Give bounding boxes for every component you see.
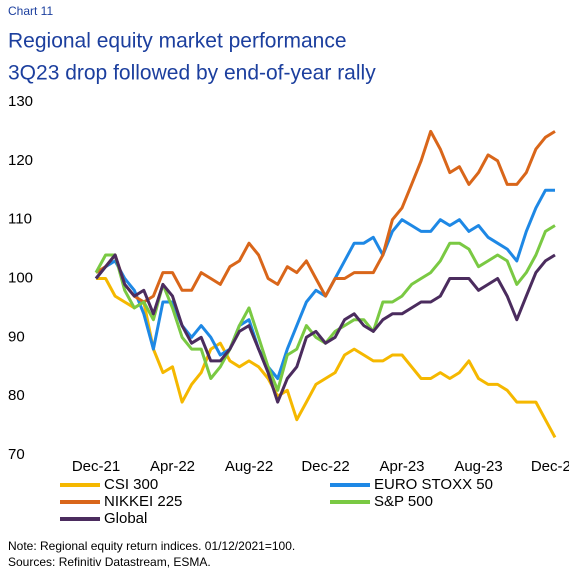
legend-label: Global [104, 510, 147, 527]
x-tick-label: Aug-22 [225, 458, 273, 475]
series-line [94, 253, 556, 404]
note: Note: Regional equity return indices. 01… [8, 539, 295, 553]
x-tick-label: Apr-23 [379, 458, 424, 475]
chart-title: Regional equity market performance [8, 30, 347, 53]
source: Sources: Refinitiv Datastream, ESMA. [8, 555, 211, 569]
legend-label: S&P 500 [374, 493, 433, 510]
x-tick-label: Apr-22 [150, 458, 195, 475]
y-tick-label: 90 [8, 328, 25, 345]
y-tick-label: 120 [8, 152, 33, 169]
x-tick-label: Dec-21 [72, 458, 120, 475]
y-tick-label: 110 [8, 211, 32, 228]
y-tick-label: 70 [8, 446, 25, 463]
x-tick-label: Dec-22 [301, 458, 349, 475]
y-tick-label: 100 [8, 269, 33, 286]
chart-label: Chart 11 [8, 4, 53, 18]
series-line [96, 277, 557, 439]
y-tick-label: 80 [8, 387, 25, 404]
legend-label: NIKKEI 225 [104, 493, 182, 510]
y-tick-label: 130 [8, 93, 33, 110]
x-tick-label: Dec-23 [531, 458, 569, 475]
series-line [94, 224, 556, 392]
chart-subtitle: 3Q23 drop followed by end-of-year rally [8, 62, 376, 85]
series-line [95, 129, 556, 304]
legend-label: EURO STOXX 50 [374, 476, 493, 493]
legend-label: CSI 300 [104, 476, 158, 493]
x-tick-label: Aug-23 [454, 458, 502, 475]
